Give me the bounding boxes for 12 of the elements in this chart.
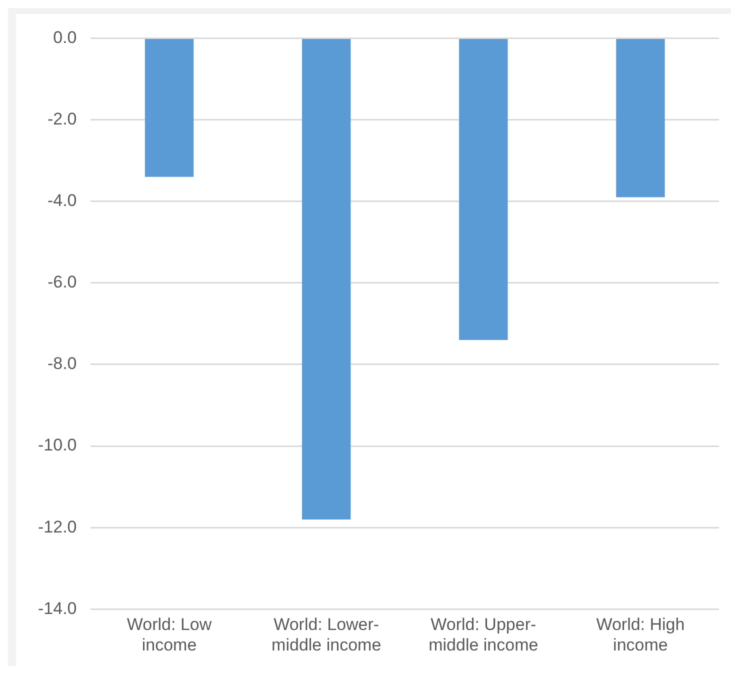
y-tick-label: -2.0 bbox=[47, 109, 77, 128]
y-tick-label: -8.0 bbox=[47, 354, 77, 374]
x-tick-label: World: High income bbox=[596, 615, 685, 654]
x-tick-label: World: Low income bbox=[126, 615, 212, 654]
x-tick-label: World: Lower-middle income bbox=[272, 615, 382, 654]
y-tick-label: -10.0 bbox=[38, 436, 77, 455]
y-tick-label: 0.0 bbox=[53, 28, 77, 47]
y-tick-label: -6.0 bbox=[47, 272, 77, 292]
y-tick-label: -4.0 bbox=[47, 191, 77, 210]
y-tick-label: -14.0 bbox=[38, 598, 77, 618]
x-tick-label: World: Upper-middle income bbox=[428, 615, 538, 654]
y-tick-label: -12.0 bbox=[38, 517, 77, 536]
